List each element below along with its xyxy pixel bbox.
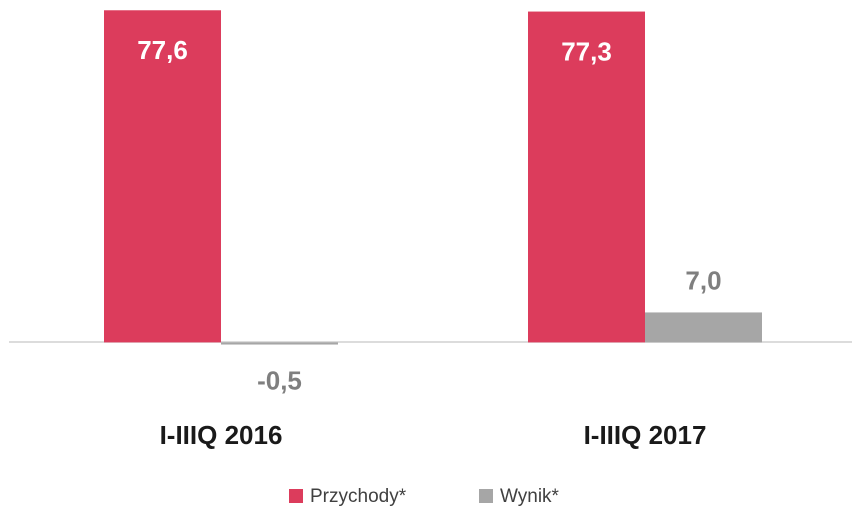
bar — [104, 10, 221, 343]
bar — [528, 11, 645, 343]
value-label: 77,3 — [561, 36, 612, 66]
value-label: 77,6 — [137, 35, 188, 65]
bar — [645, 312, 762, 343]
bar — [221, 342, 338, 345]
legend-swatch — [479, 489, 493, 503]
value-label: 7,0 — [685, 265, 721, 295]
x-tick-label: I-IIIQ 2017 — [584, 420, 707, 450]
legend-swatch — [289, 489, 303, 503]
legend-label: Przychody* — [310, 486, 407, 507]
value-label: -0,5 — [257, 365, 302, 395]
x-tick-label: I-IIIQ 2016 — [160, 420, 283, 450]
legend-label: Wynik* — [500, 486, 560, 507]
